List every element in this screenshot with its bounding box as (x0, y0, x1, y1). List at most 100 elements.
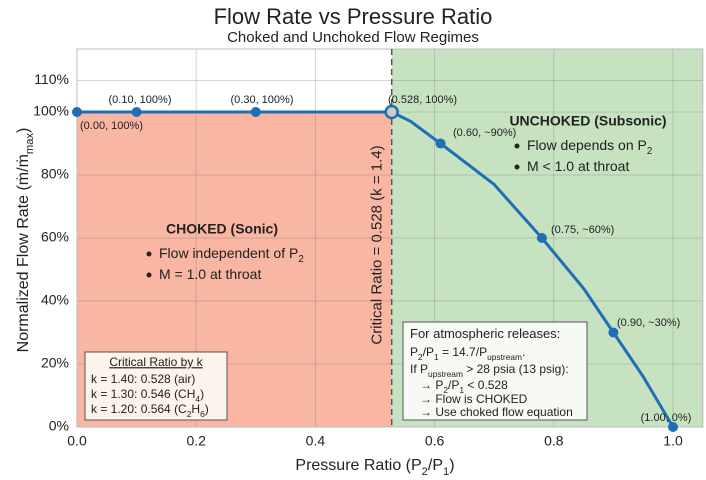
text-part: → Use choked flow equation (420, 405, 573, 419)
point-label: (0.528, 100%) (388, 94, 457, 106)
text-part: ) (449, 457, 454, 474)
point-label: (0.30, 100%) (231, 94, 294, 106)
critical-label: Critical Ratio = 0.528 (k = 1.4) (369, 145, 386, 344)
flow-line (77, 110, 675, 428)
text-part: 1 (434, 352, 439, 362)
text-part: 6 (200, 409, 205, 419)
y-axis-label: Normalized Flow Rate (ṁ/ṁmax) (15, 128, 36, 353)
point-label: (1.00, 0%) (641, 412, 692, 424)
data-point (250, 107, 261, 117)
k-box-title: Critical Ratio by k (109, 355, 203, 369)
x-axis-label: Pressure Ratio (P2/P1) (295, 457, 454, 478)
k-box-line: k = 1.30: 0.546 (CH4) (91, 387, 204, 404)
region-title: UNCHOKED (Subsonic) (509, 113, 666, 129)
release-box-line: → P2/P1 < 0.528 (420, 378, 508, 395)
text-part: /P (448, 378, 459, 392)
release-box-line: For atmospheric releases: (410, 326, 560, 341)
y-tick-label: 20% (41, 355, 69, 371)
y-tick-label: 110% (34, 71, 69, 87)
text-part: M = 1.0 at throat (159, 266, 261, 282)
text-part: 2 (647, 146, 652, 157)
point-label: (0.10, 100%) (109, 94, 172, 106)
x-tick-label: 0.0 (67, 433, 87, 449)
region-bullet: Flow independent of P2 (159, 245, 304, 265)
region-bullet: M = 1.0 at throat (159, 266, 261, 282)
text-part: > 28 psia (13 psig): (463, 362, 569, 376)
text-part: k = 1.40: 0.528 (air) (91, 372, 195, 386)
text-part: = 14.7/P (439, 345, 487, 359)
data-point (72, 107, 82, 117)
text-part: ) (15, 128, 32, 133)
text-part: /P (423, 345, 434, 359)
release-box-line: → Use choked flow equation (420, 405, 573, 419)
text-part: 1 (443, 466, 449, 478)
k-box (84, 351, 228, 421)
y-tick-label: 0% (49, 418, 69, 434)
text-part: max (24, 133, 36, 155)
text-part: ) (200, 387, 204, 401)
release-box-line: → Flow is CHOKED (420, 392, 528, 406)
bullet (514, 143, 520, 149)
text-part: 2 (443, 385, 448, 395)
region-title: CHOKED (Sonic) (166, 221, 278, 237)
text-part: 2 (418, 352, 423, 362)
text-part: . (522, 345, 525, 359)
bullet (146, 251, 152, 257)
y-tick-label: 40% (41, 292, 69, 308)
text-part: Pressure Ratio (P (295, 457, 421, 474)
text-part: k = 1.30: 0.546 (CH (91, 387, 195, 401)
bullet (146, 272, 152, 278)
text-part: 2 (422, 466, 428, 478)
x-tick-label: 0.8 (544, 433, 564, 449)
release-box (402, 321, 588, 421)
x-tick-label: 0.6 (425, 433, 445, 449)
text-part: P (410, 345, 418, 359)
data-point (435, 138, 446, 149)
region-bullet: M < 1.0 at throat (527, 158, 629, 174)
point-label: (0.00, 100%) (80, 120, 143, 132)
release-box-line: P2/P1 = 14.7/Pupstream. (410, 345, 525, 362)
text-part: 2 (187, 409, 192, 419)
data-point (608, 327, 619, 338)
text-part: → P (420, 378, 443, 392)
text-part: If P (410, 362, 428, 376)
y-tick-label: 100% (33, 103, 69, 119)
data-point (536, 233, 547, 243)
x-tick-label: 0.2 (186, 433, 206, 449)
point-label: (0.60, ~90%) (453, 127, 516, 139)
chart-subtitle: Choked and Unchoked Flow Regimes (227, 29, 479, 46)
text-part: Flow independent of P (159, 245, 298, 261)
point-label: (0.90, ~30%) (617, 317, 680, 329)
x-tick-label: 1.0 (663, 433, 683, 449)
region-bullet: Flow depends on P2 (527, 137, 652, 157)
data-point (131, 107, 142, 117)
y-tick-label: 60% (41, 229, 69, 245)
text-part: For atmospheric releases: (410, 326, 560, 341)
k-box-line: k = 1.40: 0.528 (air) (91, 372, 195, 386)
text-part: M < 1.0 at throat (527, 158, 629, 174)
data-point (384, 104, 399, 120)
x-tick-label: 0.4 (306, 433, 326, 449)
text-part: < 0.528 (464, 378, 508, 392)
point-label: (0.75, ~60%) (551, 224, 614, 236)
text-part: upstream (487, 352, 522, 362)
k-box-line: k = 1.20: 0.564 (C2H6) (91, 402, 209, 419)
plot-frame (76, 48, 704, 428)
y-tick-label: 80% (41, 166, 69, 182)
data-point (668, 422, 678, 432)
text-part: upstream (428, 369, 463, 379)
release-box-line: If Pupstream > 28 psia (13 psig): (410, 362, 569, 379)
text-part: Normalized Flow Rate (ṁ/ṁ (15, 154, 32, 352)
text-part: /P (428, 457, 443, 474)
text-part: 1 (459, 385, 464, 395)
text-part: 2 (298, 254, 303, 265)
text-part: Flow depends on P (527, 137, 647, 153)
text-part: k = 1.20: 0.564 (C (91, 402, 187, 416)
text-part: H (191, 402, 200, 416)
chart-title: Flow Rate vs Pressure Ratio (214, 4, 493, 29)
text-part: → Flow is CHOKED (420, 392, 528, 406)
text-part: ) (205, 402, 209, 416)
text-part: 4 (195, 394, 200, 404)
